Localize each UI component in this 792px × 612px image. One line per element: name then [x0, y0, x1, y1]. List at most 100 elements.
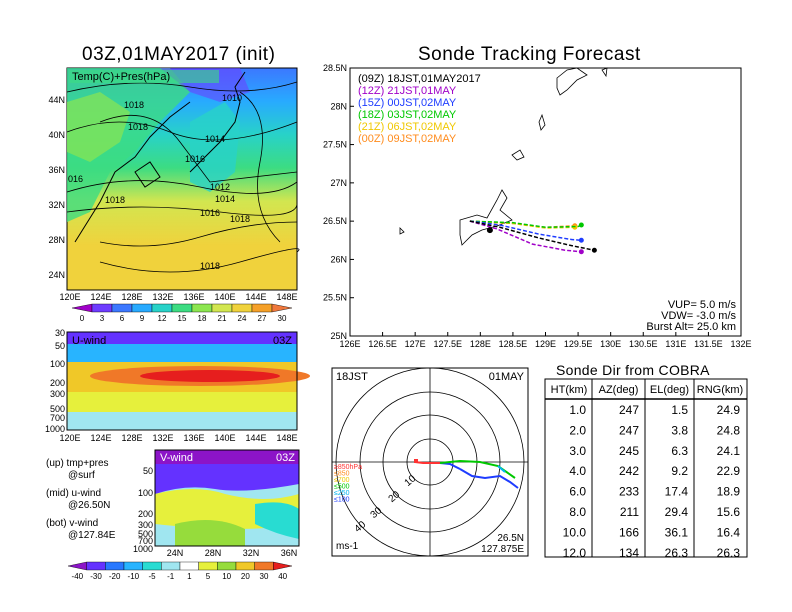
track-line	[469, 220, 595, 251]
colorbar-tick-label: 10	[222, 572, 231, 581]
lat-tick-label: 24N	[167, 548, 184, 558]
init-map: Temp(C)+Pres(hPa) 1010 1018 1018 1014 10…	[48, 67, 300, 322]
table-cell: 3.8	[671, 423, 688, 437]
lon-tick-label: 131.5E	[694, 339, 723, 349]
polar-level-label: ≤850	[334, 471, 350, 478]
colorbar-swatch	[151, 303, 173, 313]
table-cell: 16.4	[717, 525, 741, 539]
note-bot: (bot) v-wind	[46, 518, 99, 529]
vwind-time: 03Z	[276, 452, 295, 464]
colorbar-tick-label: 0	[80, 314, 85, 322]
lat-tick-label: 36N	[281, 548, 298, 558]
uwind-panel: U-wind 03Z 30 50 100 200 300 500 700 100…	[45, 328, 310, 443]
colorbar-swatch	[198, 561, 218, 571]
table-cell: 1.0	[569, 403, 586, 417]
colorbar-swatch	[191, 303, 213, 313]
colorbar-swatch	[235, 561, 255, 571]
uwind-time: 03Z	[273, 335, 292, 347]
lon-tick-label: 129E	[535, 339, 556, 349]
colorbar-swatch	[161, 561, 181, 571]
lat-tick-label: 27.5N	[323, 140, 347, 150]
track-legend-entry: (09Z) 18JST,01MAY2017	[358, 73, 481, 85]
colorbar-swatch	[179, 561, 199, 571]
lat-tick-label: 28.5N	[323, 63, 347, 73]
table-cell: 24.1	[717, 444, 741, 458]
isobar-label: 1014	[205, 134, 225, 144]
lat-tick-label: 28N	[330, 101, 347, 111]
colorbar-tick-label: -1	[167, 572, 175, 581]
lon-tick-label: 126.5E	[368, 339, 397, 349]
lon-tick-label: 126E	[339, 339, 360, 349]
lat-tick-label: 24N	[48, 270, 65, 280]
lat-tick-label: 25.5N	[323, 293, 347, 303]
tracking-map: (09Z) 18JST,01MAY2017(12Z) 21JST,01MAY(1…	[323, 63, 752, 349]
isobar-label: 1012	[210, 182, 230, 192]
colorbar-swatch	[217, 561, 237, 571]
lon-tick-label: 128E	[121, 292, 142, 302]
table-cell: 9.2	[671, 464, 688, 478]
vwind-colorbar: -40 -30 -20 -10 -5 -1 1 5 10 20 30 40	[67, 561, 293, 581]
polar-unit: ms-1	[336, 541, 359, 552]
colorbar-tick-label: 20	[241, 572, 250, 581]
colorbar-swatch	[67, 561, 87, 571]
profile-upper-2	[459, 468, 519, 489]
table-header: EL(deg)	[650, 384, 689, 396]
colorbar-tick-label: 30	[278, 314, 287, 322]
table-cell: 3.0	[569, 444, 586, 458]
colorbar-swatch	[171, 303, 193, 313]
p-tick-label: 100	[138, 488, 153, 498]
track-legend-entry: (21Z) 06JST,02MAY	[358, 121, 457, 133]
isobar-label: 1018	[105, 195, 125, 205]
isobar-label: 1010	[222, 93, 242, 103]
vwind-panel: V-wind 03Z 50 100 200 300 500 700 1000 2…	[133, 449, 300, 558]
colorbar-tick-label: -40	[72, 572, 84, 581]
lon-tick-label: 140E	[214, 292, 235, 302]
table-cell: 247	[619, 423, 639, 437]
track-end-point	[578, 237, 584, 243]
table-cell: 242	[619, 464, 639, 478]
isobar-label: 1014	[215, 194, 235, 204]
table-cell: 4.0	[569, 464, 586, 478]
polar-level-label: ≤500	[334, 484, 350, 491]
p-tick-label: 50	[143, 466, 153, 476]
lat-tick-label: 32N	[243, 548, 260, 558]
isobar-label: 1018	[128, 122, 148, 132]
p-tick-label: 500	[50, 404, 65, 414]
track-line	[469, 220, 582, 242]
lon-tick-label: 130.5E	[629, 339, 658, 349]
sonde-table-title: Sonde Dir from COBRA	[556, 362, 710, 378]
polar-level-label: ≤100	[334, 497, 350, 504]
init-inset-label: Temp(C)+Pres(hPa)	[72, 71, 170, 83]
lon-tick-label: 128E	[470, 339, 491, 349]
isobar-label: 1018	[230, 214, 250, 224]
lon-tick-label: 127.5E	[433, 339, 462, 349]
colorbar-swatch	[131, 303, 153, 313]
table-cell: 26.3	[665, 546, 689, 558]
profile-surface	[414, 461, 440, 464]
p-tick-label: 200	[50, 378, 65, 388]
lat-tick-label: 44N	[48, 95, 65, 105]
colorbar-swatch	[251, 303, 273, 313]
table-cell: 1.5	[671, 403, 688, 417]
launch-point	[486, 227, 493, 234]
track-legend-entry: (00Z) 09JST,02MAY	[358, 133, 457, 145]
table-cell: 26.3	[717, 546, 741, 558]
lon-tick-label: 120E	[59, 292, 80, 302]
table-cell: 18.9	[717, 485, 741, 499]
lat-tick-label: 36N	[48, 165, 65, 175]
lon-tick-label: 148E	[276, 292, 297, 302]
lon-tick-label: 128E	[121, 433, 142, 443]
lon-tick-label: 120E	[59, 433, 80, 443]
isobar-label: 1016	[185, 154, 205, 164]
p-tick-label: 30	[55, 328, 65, 338]
lon-tick-label: 132E	[730, 339, 751, 349]
table-cell: 134	[619, 546, 639, 558]
colorbar-tick-label: -5	[148, 572, 156, 581]
track-line	[469, 220, 582, 253]
table-cell: 2.0	[569, 423, 586, 437]
colorbar-tick-label: 18	[198, 314, 207, 322]
param-vdw: VDW= -3.0 m/s	[661, 310, 736, 322]
colorbar-tick-label: -30	[90, 572, 102, 581]
polar-time: 18JST	[336, 371, 368, 383]
param-burst: Burst Alt= 25.0 km	[646, 321, 736, 333]
